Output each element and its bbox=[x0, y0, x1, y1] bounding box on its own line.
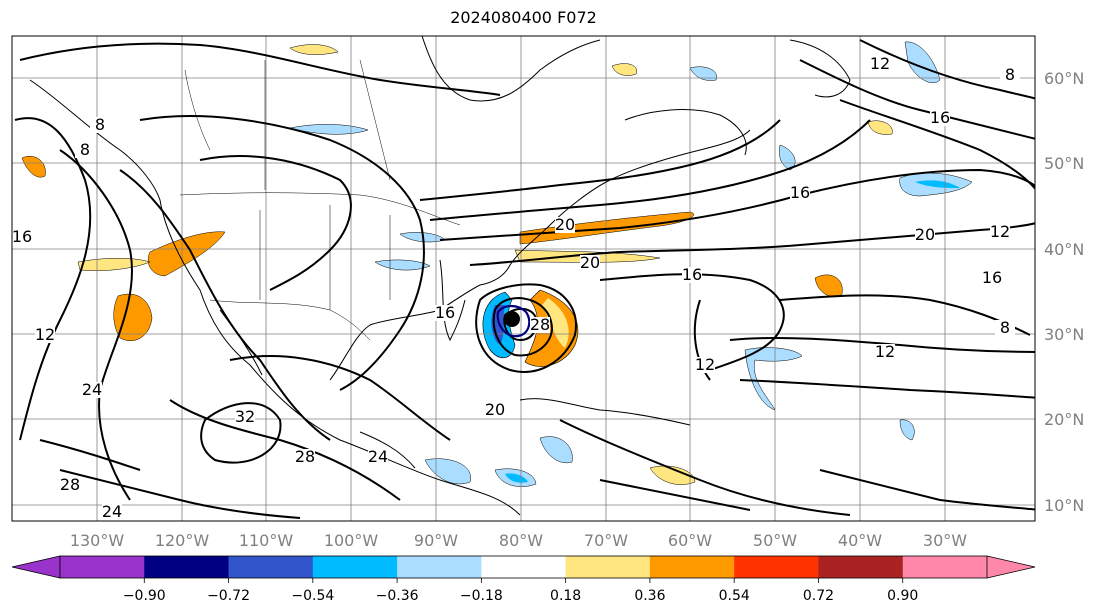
contour-label: 28 bbox=[530, 315, 550, 334]
contour-label: 20 bbox=[580, 253, 600, 272]
negative-anomaly-light bbox=[289, 124, 369, 135]
colorbar-tick-label: −0.90 bbox=[123, 588, 166, 604]
negative-anomaly-light bbox=[904, 41, 941, 84]
longitude-label: 90°W bbox=[414, 531, 458, 550]
contour-label: 28 bbox=[295, 447, 315, 466]
colorbar-segment bbox=[312, 556, 398, 578]
contour-label: 28 bbox=[60, 475, 80, 494]
longitude-label: 80°W bbox=[499, 531, 543, 550]
map-border bbox=[11, 35, 1036, 522]
latitude-label: 10°N bbox=[1044, 496, 1084, 515]
positive-anomaly bbox=[147, 231, 226, 277]
contour-label: 16 bbox=[435, 303, 455, 322]
longitude-label: 110°W bbox=[239, 531, 294, 550]
contour-label: 12 bbox=[990, 222, 1010, 241]
coastlines bbox=[29, 36, 851, 516]
colorbar-tick-label: −0.54 bbox=[291, 588, 334, 604]
contour-label: 12 bbox=[695, 355, 715, 374]
colorbar-tick-label: −0.72 bbox=[207, 588, 250, 604]
colorbar-segment bbox=[228, 556, 314, 578]
contour-label: 24 bbox=[102, 502, 122, 521]
contour-label: 16 bbox=[682, 265, 702, 284]
contour-label: 16 bbox=[930, 108, 950, 127]
negative-anomaly-light bbox=[779, 144, 796, 171]
latitude-label: 50°N bbox=[1044, 154, 1084, 173]
colorbar-over-arrow bbox=[986, 555, 1036, 579]
colorbar-tick-label: 0.18 bbox=[550, 588, 581, 604]
colorbar-segment bbox=[144, 556, 230, 578]
positive-anomaly bbox=[113, 293, 153, 342]
longitude-label: 60°W bbox=[668, 531, 712, 550]
colorbar-segment bbox=[902, 556, 988, 578]
negative-anomaly-light bbox=[539, 436, 573, 464]
negative-anomaly-light bbox=[689, 66, 717, 81]
positive-anomaly-light bbox=[289, 44, 339, 55]
positive-anomaly-light bbox=[542, 298, 569, 348]
colorbar-segment bbox=[60, 556, 145, 578]
positive-anomaly bbox=[814, 274, 843, 297]
map-frame bbox=[12, 36, 1035, 521]
colorbar-tick-label: 0.54 bbox=[719, 588, 750, 604]
negative-anomaly bbox=[915, 180, 960, 188]
contour-label: 16 bbox=[982, 268, 1002, 287]
colorbar-segment bbox=[649, 556, 735, 578]
colorbar-tick-label: 0.36 bbox=[634, 588, 665, 604]
contour-label: 8 bbox=[80, 140, 90, 159]
hurricane-core-contours bbox=[496, 304, 531, 338]
contour-label: 16 bbox=[790, 183, 810, 202]
colorbar-tick-label: −0.36 bbox=[376, 588, 419, 604]
contour-label: 8 bbox=[1000, 318, 1010, 337]
contour-label: 12 bbox=[870, 54, 890, 73]
contour-label: 12 bbox=[875, 342, 895, 361]
political-borders bbox=[179, 59, 461, 341]
longitude-label: 70°W bbox=[584, 531, 628, 550]
colorbar-segment bbox=[565, 556, 651, 578]
latitude-label: 40°N bbox=[1044, 240, 1084, 259]
contour-label: 20 bbox=[915, 225, 935, 244]
positive-anomaly-light bbox=[867, 120, 893, 135]
contour-label: 20 bbox=[485, 400, 505, 419]
longitude-label: 130°W bbox=[70, 531, 125, 550]
contour-label: 8 bbox=[1005, 65, 1015, 84]
colorbar-tick-labels: −0.90 −0.72 −0.54 −0.36 −0.18 0.18 0.36 0.54 0.7… bbox=[123, 578, 918, 604]
contour-label: 12 bbox=[35, 325, 55, 344]
longitude-label: 40°W bbox=[838, 531, 882, 550]
longitude-label: 100°W bbox=[324, 531, 379, 550]
positive-anomaly bbox=[21, 156, 46, 178]
contour-label: 8 bbox=[95, 115, 105, 134]
colorbar-tick-label: 0.72 bbox=[803, 588, 834, 604]
latitude-label: 30°N bbox=[1044, 325, 1084, 344]
contour-label: 32 bbox=[235, 407, 255, 426]
map-title: 2024080400 F072 bbox=[450, 8, 597, 27]
longitude-labels: 130°W 120°W 110°W 100°W 90°W 80°W 70°W 60°W 50°W… bbox=[70, 531, 967, 550]
contour-label: 24 bbox=[368, 447, 388, 466]
colorbar-segment bbox=[734, 556, 819, 578]
contour-label: 24 bbox=[82, 380, 102, 399]
lat-lon-grid bbox=[12, 36, 1035, 521]
latitude-label: 20°N bbox=[1044, 410, 1084, 429]
colorbar-segment bbox=[818, 556, 904, 578]
negative-anomaly-light bbox=[744, 347, 803, 411]
colorbar-segment bbox=[481, 556, 567, 578]
negative-anomaly-light bbox=[899, 419, 915, 441]
contour-label: 16 bbox=[12, 227, 32, 246]
contour-lines bbox=[14, 39, 1035, 519]
longitude-label: 30°W bbox=[923, 531, 967, 550]
colorbar-segment bbox=[397, 556, 482, 578]
latitude-labels: 60°N 50°N 40°N 30°N 20°N 10°N bbox=[1044, 69, 1084, 515]
negative-anomaly bbox=[505, 473, 528, 483]
latitude-label: 60°N bbox=[1044, 69, 1084, 88]
colorbar-tick-label: −0.18 bbox=[460, 588, 503, 604]
colorbar bbox=[11, 555, 1036, 579]
colorbar-under-arrow bbox=[11, 555, 61, 579]
longitude-label: 50°W bbox=[753, 531, 797, 550]
contour-label: 20 bbox=[555, 215, 575, 234]
colorbar-tick-label: 0.90 bbox=[887, 588, 918, 604]
storm-center-marker bbox=[504, 311, 520, 327]
longitude-label: 120°W bbox=[155, 531, 210, 550]
positive-anomaly-light bbox=[611, 63, 638, 76]
